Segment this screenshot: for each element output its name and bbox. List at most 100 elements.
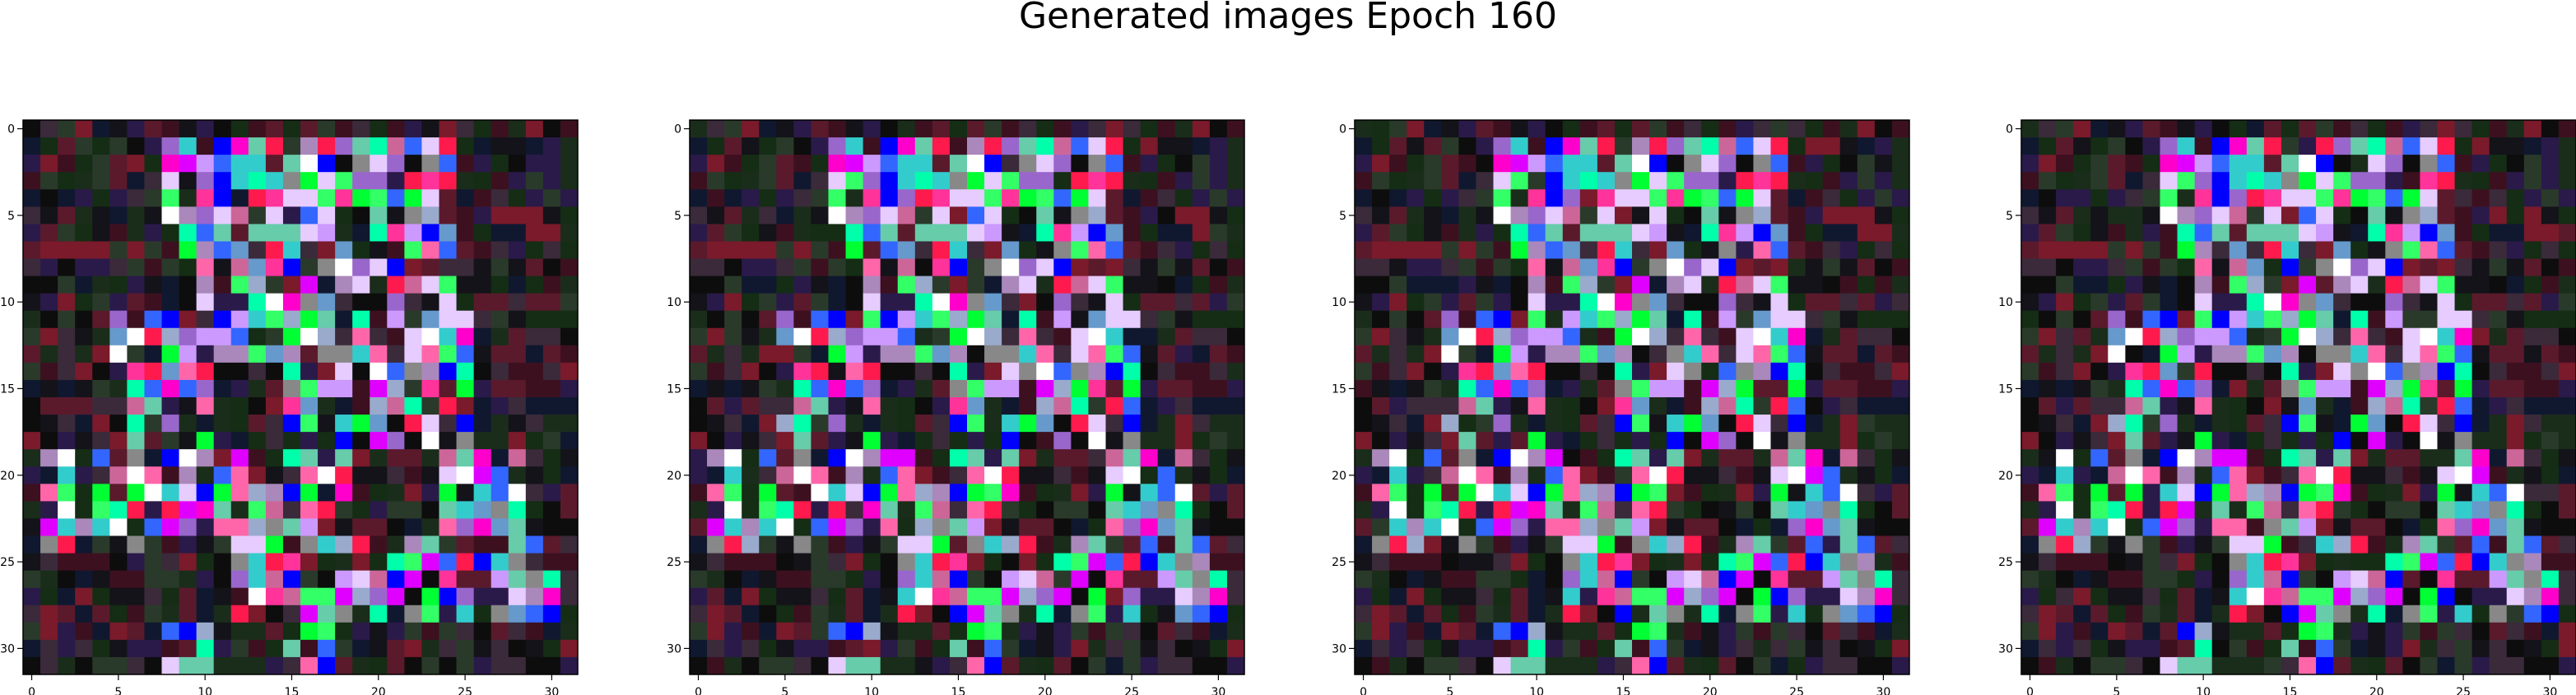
pixel bbox=[2160, 605, 2178, 623]
pixel bbox=[1494, 137, 1511, 155]
pixel bbox=[1053, 640, 1071, 657]
pixel bbox=[1580, 224, 1597, 241]
pixel bbox=[1193, 449, 1210, 466]
pixel bbox=[474, 518, 491, 535]
pixel bbox=[2073, 137, 2090, 155]
pixel bbox=[932, 657, 950, 674]
pixel bbox=[421, 259, 439, 276]
pixel bbox=[2559, 172, 2576, 189]
pixel bbox=[352, 120, 370, 137]
pixel bbox=[1036, 571, 1053, 588]
pixel bbox=[776, 432, 793, 449]
pixel bbox=[1071, 328, 1088, 345]
pixel bbox=[898, 449, 915, 466]
pixel bbox=[1389, 518, 1407, 535]
pixel bbox=[1597, 466, 1615, 484]
pixel bbox=[2039, 501, 2056, 518]
pixel bbox=[2402, 380, 2420, 397]
pixel bbox=[1511, 484, 1528, 501]
pixel bbox=[846, 605, 863, 623]
pixel bbox=[439, 189, 457, 206]
pixel bbox=[1806, 155, 1823, 172]
pixel bbox=[543, 224, 560, 241]
pixel bbox=[283, 137, 300, 155]
pixel bbox=[162, 155, 179, 172]
pixel bbox=[144, 518, 161, 535]
pixel bbox=[283, 241, 300, 258]
pixel bbox=[421, 588, 439, 605]
pixel bbox=[1615, 605, 1632, 623]
pixel bbox=[1875, 536, 1892, 554]
pixel bbox=[491, 259, 509, 276]
pixel bbox=[1476, 501, 1493, 518]
pixel bbox=[1840, 657, 1858, 674]
pixel bbox=[707, 397, 724, 415]
pixel bbox=[2195, 484, 2212, 501]
pixel bbox=[197, 484, 214, 501]
pixel bbox=[560, 571, 578, 588]
pixel bbox=[2507, 449, 2524, 466]
pixel bbox=[23, 571, 40, 588]
pixel bbox=[1684, 657, 1701, 674]
pixel bbox=[2507, 484, 2524, 501]
pixel bbox=[742, 345, 759, 363]
pixel bbox=[75, 155, 92, 172]
pixel bbox=[1175, 415, 1193, 432]
pixel bbox=[387, 571, 404, 588]
y-tick-label: 0 bbox=[7, 123, 15, 137]
pixel bbox=[2073, 259, 2090, 276]
pixel bbox=[1019, 294, 1036, 311]
pixel bbox=[2368, 241, 2385, 258]
pixel bbox=[898, 189, 915, 206]
pixel bbox=[2559, 328, 2576, 345]
pixel bbox=[1106, 640, 1123, 657]
pixel bbox=[1771, 241, 1788, 258]
pixel bbox=[543, 466, 560, 484]
pixel bbox=[2455, 328, 2472, 345]
pixel bbox=[724, 120, 742, 137]
pixel bbox=[2212, 466, 2230, 484]
pixel bbox=[2073, 345, 2090, 363]
pixel bbox=[1858, 571, 1875, 588]
pixel bbox=[40, 363, 58, 380]
pixel bbox=[776, 155, 793, 172]
pixel bbox=[1476, 311, 1493, 328]
pixel bbox=[1088, 259, 1105, 276]
pixel bbox=[2299, 363, 2316, 380]
pixel bbox=[793, 571, 811, 588]
pixel bbox=[1424, 328, 1441, 345]
pixel bbox=[2333, 311, 2350, 328]
pixel bbox=[2559, 311, 2576, 328]
pixel bbox=[1892, 241, 1909, 258]
pixel bbox=[352, 206, 370, 224]
pixel bbox=[1355, 224, 1372, 241]
pixel bbox=[1227, 397, 1244, 415]
pixel bbox=[1407, 276, 1424, 294]
pixel bbox=[846, 328, 863, 345]
pixel bbox=[109, 137, 127, 155]
pixel bbox=[742, 571, 759, 588]
pixel bbox=[932, 554, 950, 571]
pixel bbox=[707, 224, 724, 241]
pixel bbox=[1141, 571, 1158, 588]
pixel bbox=[2316, 120, 2333, 137]
pixel bbox=[1106, 449, 1123, 466]
pixel bbox=[1858, 588, 1875, 605]
pixel bbox=[2299, 657, 2316, 674]
pixel bbox=[526, 657, 543, 674]
pixel bbox=[1667, 224, 1684, 241]
pixel bbox=[144, 206, 161, 224]
pixel bbox=[1840, 518, 1858, 535]
pixel bbox=[1019, 259, 1036, 276]
pixel bbox=[2281, 640, 2299, 657]
pixel bbox=[283, 571, 300, 588]
pixel bbox=[266, 172, 283, 189]
pixel bbox=[2125, 605, 2142, 623]
pixel bbox=[162, 206, 179, 224]
pixel bbox=[300, 501, 318, 518]
pixel bbox=[283, 623, 300, 640]
pixel bbox=[197, 605, 214, 623]
pixel bbox=[1580, 588, 1597, 605]
pixel bbox=[1424, 137, 1441, 155]
pixel bbox=[1458, 466, 1476, 484]
